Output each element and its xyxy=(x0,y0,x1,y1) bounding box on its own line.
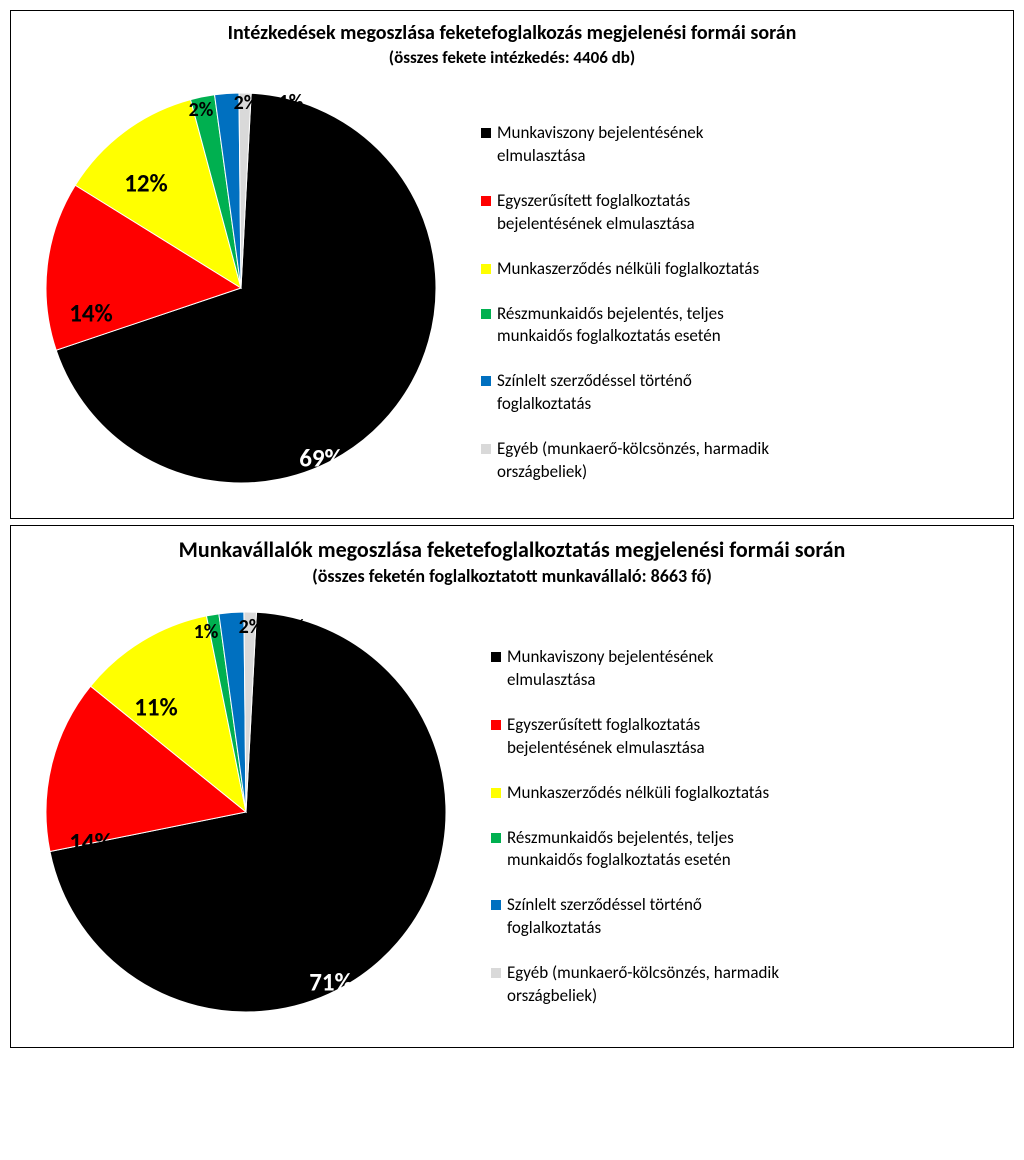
legend-text: Egyéb (munkaerő-kölcsönzés, harmadik ors… xyxy=(497,438,787,484)
legend-marker xyxy=(481,309,491,319)
chart-panel: Intézkedések megoszlása feketefoglalkozá… xyxy=(10,10,1014,519)
chart-body: 71% 14% 11% 1% 2% 1% Munkaviszony bejelentésén… xyxy=(31,597,993,1027)
chart-title: Intézkedések megoszlása feketefoglalkozá… xyxy=(31,21,993,45)
legend-marker xyxy=(481,264,491,274)
legend-text: Munkaszerződés nélküli foglalkoztatás xyxy=(497,258,759,281)
legend-text: Munkaviszony bejelentésének elmulasztása xyxy=(507,646,797,692)
legend-marker xyxy=(491,968,501,978)
legend-marker xyxy=(491,788,501,798)
slice-label: 11% xyxy=(134,692,178,723)
slice-label: 69% xyxy=(299,443,343,474)
legend-text: Munkaszerződés nélküli foglalkoztatás xyxy=(507,782,769,805)
slice-label: 14% xyxy=(69,827,113,858)
slice-label: 1% xyxy=(194,620,219,644)
legend-item: Színlelt szerződéssel történő foglalkozt… xyxy=(491,894,797,940)
legend-item: Munkaszerződés nélküli foglalkoztatás xyxy=(481,258,787,281)
slice-label: 2% xyxy=(234,91,259,115)
legend-item: Egyéb (munkaerő-kölcsönzés, harmadik ors… xyxy=(481,438,787,484)
chart-legend: Munkaviszony bejelentésének elmulasztása… xyxy=(481,92,787,484)
legend-item: Munkaviszony bejelentésének elmulasztása xyxy=(481,122,787,168)
legend-marker xyxy=(481,444,491,454)
legend-text: Egyszerűsített foglalkoztatás bejelentés… xyxy=(497,190,787,236)
legend-text: Részmunkaidős bejelentés, teljes munkaid… xyxy=(507,827,797,873)
slice-label: 2% xyxy=(239,615,264,639)
slice-label: 14% xyxy=(69,298,113,329)
slice-label: 2% xyxy=(189,98,214,122)
legend-item: Munkaviszony bejelentésének elmulasztása xyxy=(491,646,797,692)
chart-subtitle: (összes fekete intézkedés: 4406 db) xyxy=(31,47,993,68)
legend-marker xyxy=(491,720,501,730)
legend-text: Egyszerűsített foglalkoztatás bejelentés… xyxy=(507,714,797,760)
legend-marker xyxy=(491,900,501,910)
chart-title: Munkavállalók megoszlása feketefoglalkoz… xyxy=(31,536,993,563)
chart-legend: Munkaviszony bejelentésének elmulasztása… xyxy=(491,616,797,1008)
pie-chart: 69% 14% 12% 2% 2% 1% xyxy=(31,78,451,498)
legend-item: Egyszerűsített foglalkoztatás bejelentés… xyxy=(481,190,787,236)
legend-item: Egyszerűsített foglalkoztatás bejelentés… xyxy=(491,714,797,760)
legend-marker xyxy=(481,376,491,386)
legend-text: Munkaviszony bejelentésének elmulasztása xyxy=(497,122,787,168)
chart-body: 69% 14% 12% 2% 2% 1% Munkaviszony bejelentésén… xyxy=(31,78,993,498)
legend-item: Részmunkaidős bejelentés, teljes munkaid… xyxy=(481,303,787,349)
legend-marker xyxy=(481,196,491,206)
charts-root: Intézkedések megoszlása feketefoglalkozá… xyxy=(10,10,1014,1048)
legend-item: Munkaszerződés nélküli foglalkoztatás xyxy=(491,782,797,805)
chart-subtitle: (összes feketén foglalkoztatott munkavál… xyxy=(31,565,993,587)
chart-panel: Munkavállalók megoszlása feketefoglalkoz… xyxy=(10,525,1014,1048)
legend-text: Részmunkaidős bejelentés, teljes munkaid… xyxy=(497,303,787,349)
slice-label: 12% xyxy=(124,168,168,199)
legend-marker xyxy=(491,833,501,843)
pie-chart: 71% 14% 11% 1% 2% 1% xyxy=(31,597,461,1027)
slice-label: 71% xyxy=(309,967,353,998)
legend-marker xyxy=(481,128,491,138)
legend-text: Színlelt szerződéssel történő foglalkozt… xyxy=(497,370,787,416)
legend-marker xyxy=(491,652,501,662)
legend-item: Egyéb (munkaerő-kölcsönzés, harmadik ors… xyxy=(491,962,797,1008)
legend-text: Színlelt szerződéssel történő foglalkozt… xyxy=(507,894,797,940)
legend-item: Részmunkaidős bejelentés, teljes munkaid… xyxy=(491,827,797,873)
slice-label: 1% xyxy=(279,90,304,114)
legend-item: Színlelt szerződéssel történő foglalkozt… xyxy=(481,370,787,416)
legend-text: Egyéb (munkaerő-kölcsönzés, harmadik ors… xyxy=(507,962,797,1008)
slice-label: 1% xyxy=(281,615,306,639)
